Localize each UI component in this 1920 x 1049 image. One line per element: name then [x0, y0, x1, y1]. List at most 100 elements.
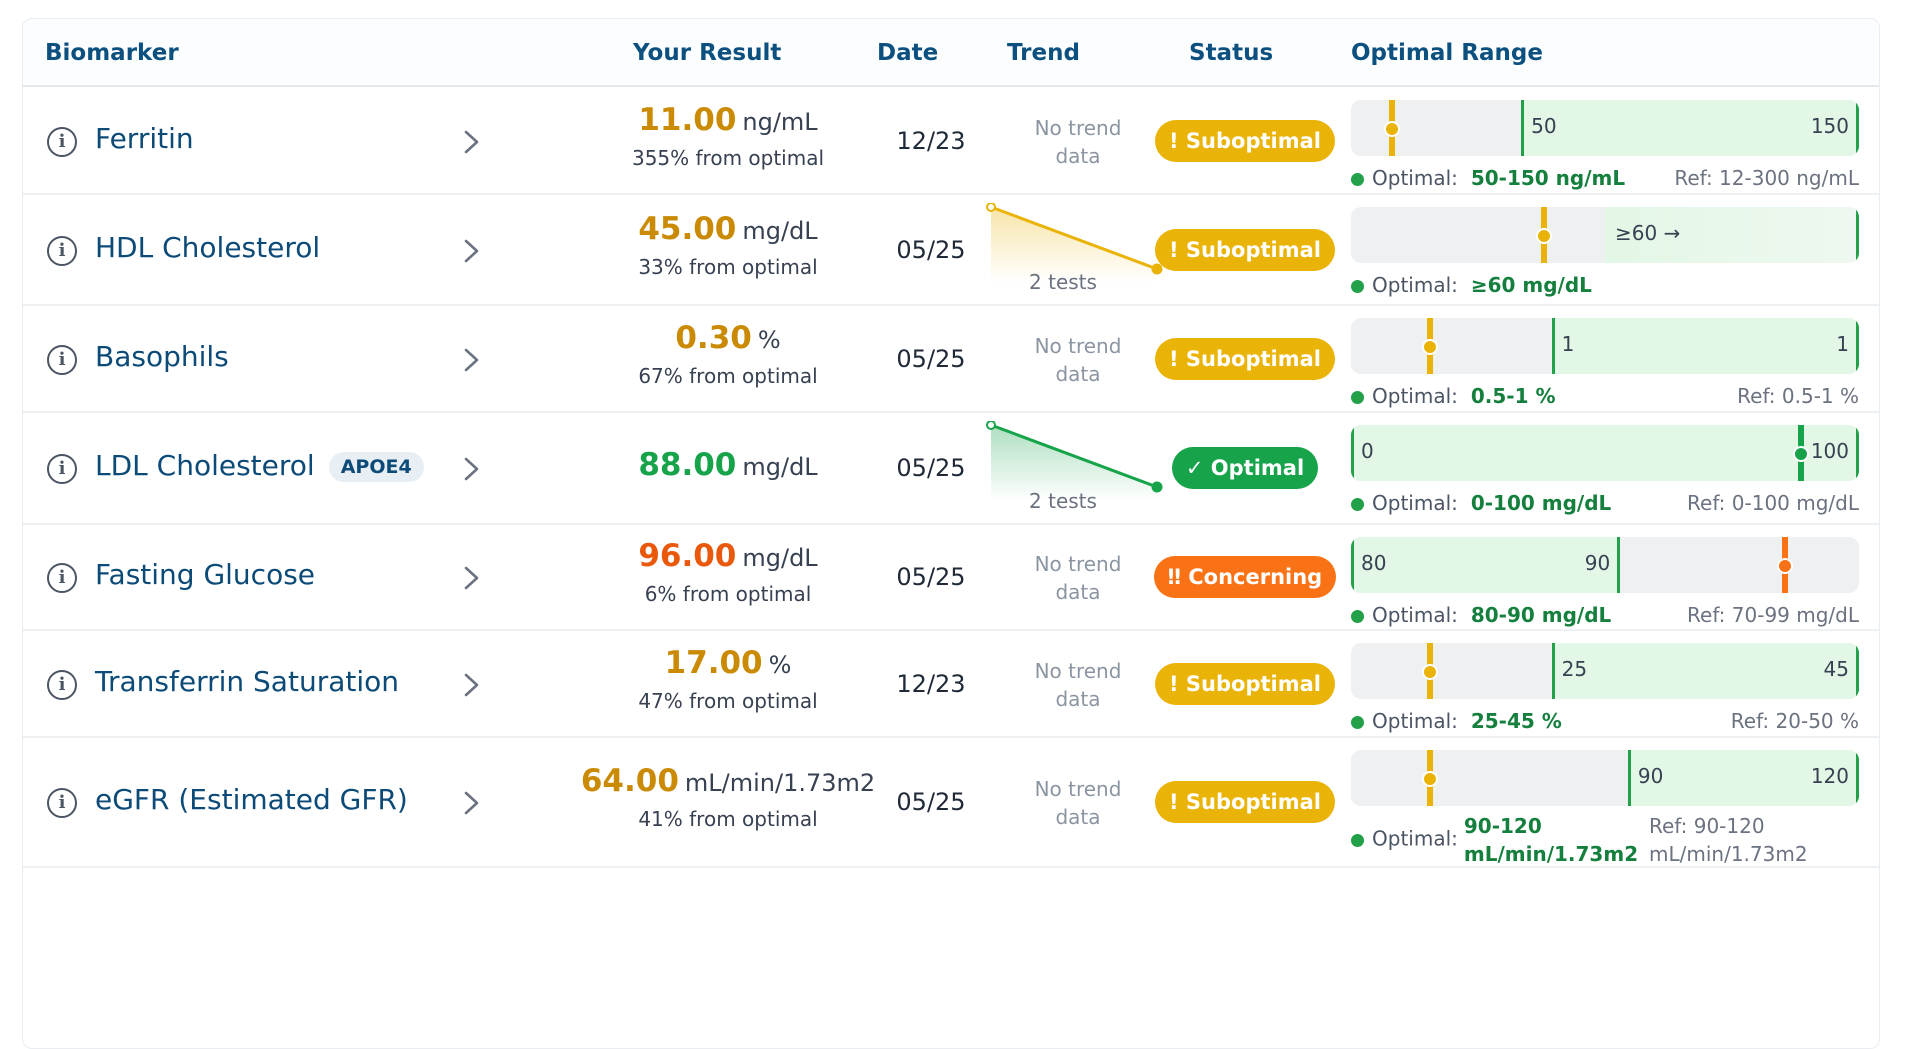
status-cell: ! Suboptimal	[1141, 228, 1349, 271]
biomarker-name[interactable]: eGFR (Estimated GFR)	[95, 783, 408, 816]
table-row[interactable]: i HDL Cholesterol 45.00 mg/dL 33% from optim…	[23, 195, 1879, 306]
trend-empty-line1: No trend	[1034, 658, 1122, 683]
chevron-right-icon[interactable]	[453, 785, 489, 821]
result-unit: mL/min/1.73m2	[684, 769, 876, 797]
optimal-zone	[1551, 643, 1859, 699]
optimal-range-bar: 50 150	[1351, 100, 1859, 156]
trend-empty: No trend data	[983, 332, 1173, 388]
status-badge: ‼ Concerning	[1153, 556, 1337, 598]
optimal-zone-start	[1551, 318, 1555, 374]
optimal-zone-end	[1856, 750, 1859, 806]
result-cell: 11.00 ng/mL 355% from optimal	[513, 102, 943, 170]
result-value: 96.00	[638, 538, 737, 574]
optimal-range-bar: 0 100	[1351, 425, 1859, 481]
biomarker-name[interactable]: Ferritin	[95, 122, 194, 155]
range-low-label: 80	[1361, 551, 1387, 575]
test-date: 05/25	[896, 344, 966, 373]
info-icon[interactable]: i	[47, 454, 77, 484]
info-icon[interactable]: i	[47, 344, 77, 375]
result-unit: mg/dL	[742, 544, 818, 572]
optimal-dot-icon	[1351, 610, 1364, 623]
biomarker-name-text: LDL Cholesterol	[95, 449, 315, 482]
header-biomarker: Biomarker	[45, 40, 179, 66]
table-row[interactable]: i Basophils 0.30% 67% from optimal 05/25 No t…	[23, 306, 1879, 413]
optimal-range-bar: ≥60 →	[1351, 207, 1859, 263]
info-icon[interactable]: i	[47, 235, 77, 266]
trend-empty: No trend data	[983, 775, 1173, 831]
header-trend: Trend	[1007, 40, 1080, 66]
status-badge: ! Suboptimal	[1155, 119, 1335, 162]
result-value: 11.00	[638, 101, 737, 138]
trend-empty: No trend data	[983, 657, 1173, 713]
trend-sparkline[interactable]	[967, 420, 1167, 505]
optimal-zone	[1351, 425, 1859, 481]
result-cell: 17.00% 47% from optimal	[513, 645, 943, 713]
range-low-label: 1	[1561, 332, 1575, 356]
result-deviation: 6% from optimal	[644, 582, 812, 606]
biomarker-name[interactable]: Transferrin Saturation	[95, 665, 399, 698]
reference-range: Ref: 12-300 ng/mL	[1674, 166, 1859, 190]
result-value-line: 11.00 ng/mL	[513, 102, 943, 138]
reference-range: Ref: 0.5-1 %	[1737, 384, 1859, 408]
trend-empty-line2: data	[1055, 580, 1101, 604]
info-icon[interactable]: i	[47, 563, 77, 593]
biomarker-name[interactable]: Fasting Glucose	[95, 558, 315, 591]
range-low-label: 50	[1531, 114, 1557, 138]
status-cell: ‼ Concerning	[1141, 556, 1349, 598]
status-cell: ✓ Optimal	[1141, 447, 1349, 489]
optimal-dot-icon	[1351, 280, 1364, 293]
table-row[interactable]: i LDL Cholesterol APOE4 88.00 mg/dL 05/25 2 te…	[23, 413, 1879, 525]
trend-sparkline[interactable]	[967, 202, 1167, 287]
table-row[interactable]: i Fasting Glucose 96.00 mg/dL 6% from optima…	[23, 525, 1879, 631]
table-row[interactable]: i Transferrin Saturation 17.00% 47% from op…	[23, 631, 1879, 738]
result-cell: 96.00 mg/dL 6% from optimal	[513, 538, 943, 606]
result-marker-dot	[1421, 771, 1438, 787]
chevron-right-icon[interactable]	[453, 560, 489, 596]
chevron-right-icon[interactable]	[453, 667, 489, 703]
optimal-zone-end	[1617, 537, 1621, 593]
biomarker-name-text: Basophils	[95, 339, 229, 373]
status-cell: ! Suboptimal	[1141, 781, 1349, 823]
biomarker-name[interactable]: Basophils	[95, 340, 229, 373]
trend-empty-line1: No trend	[1034, 115, 1122, 140]
optimal-value: ≥60 mg/dL	[1463, 273, 1592, 297]
test-date: 05/25	[896, 563, 966, 591]
table-row[interactable]: i eGFR (Estimated GFR) 64.00 mL/min/1.73m2 4…	[23, 738, 1879, 868]
chevron-right-icon[interactable]	[453, 451, 489, 487]
result-deviation: 47% from optimal	[638, 688, 818, 713]
biomarker-name[interactable]: LDL Cholesterol APOE4	[95, 449, 424, 482]
chevron-right-icon[interactable]	[453, 124, 489, 160]
result-deviation: 355% from optimal	[631, 145, 825, 170]
header-status: Status	[1189, 40, 1274, 66]
result-unit: %	[768, 650, 792, 679]
range-footer: Optimal: 0-100 mg/dL Ref: 0-100 mg/dL	[1351, 491, 1859, 515]
status-cell: ! Suboptimal	[1141, 662, 1349, 705]
range-high-label: 45	[1823, 657, 1849, 681]
range-low-label: 25	[1561, 657, 1588, 681]
optimal-zone	[1551, 318, 1859, 374]
test-date: 12/23	[896, 126, 966, 155]
info-icon[interactable]: i	[47, 788, 77, 818]
result-deviation: 41% from optimal	[638, 807, 818, 831]
chevron-right-icon[interactable]	[453, 233, 489, 269]
optimal-label: Optimal:	[1372, 603, 1458, 627]
trend-empty: No trend data	[983, 550, 1173, 606]
result-cell: 45.00 mg/dL 33% from optimal	[513, 211, 943, 279]
optimal-zone-start	[1551, 643, 1555, 699]
test-date: 12/23	[896, 669, 966, 698]
info-icon[interactable]: i	[47, 126, 77, 157]
reference-range: Ref: 20-50 %	[1730, 709, 1859, 733]
optimal-value: 90-120 mL/min/1.73m2	[1463, 814, 1639, 866]
biomarker-name[interactable]: HDL Cholesterol	[95, 231, 320, 264]
optimal-label: Optimal:	[1372, 384, 1458, 408]
reference-range: Ref: 70-99 mg/dL	[1687, 603, 1859, 627]
chevron-right-icon[interactable]	[453, 342, 489, 378]
optimal-label: Optimal:	[1372, 709, 1458, 733]
result-marker-dot	[1536, 228, 1553, 244]
info-icon[interactable]: i	[47, 669, 77, 700]
header-result: Your Result	[633, 40, 782, 66]
optimal-label: Optimal:	[1372, 826, 1458, 851]
range-low-label: ≥60 →	[1615, 221, 1681, 245]
table-row[interactable]: i Ferritin 11.00 ng/mL 355% from optimal 12/2…	[23, 88, 1879, 195]
